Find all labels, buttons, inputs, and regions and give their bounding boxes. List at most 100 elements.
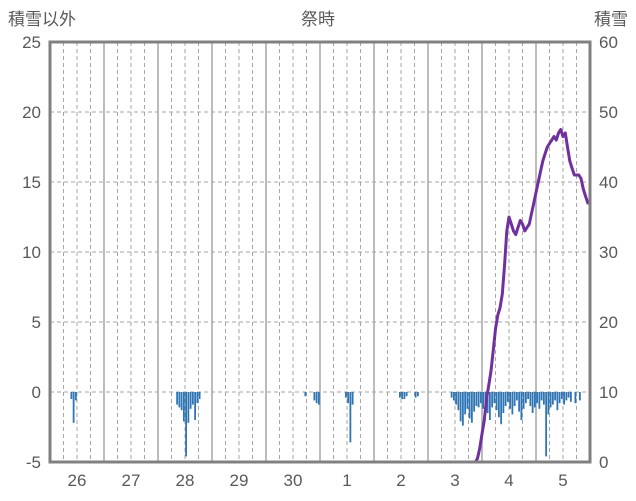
precip-bar	[457, 392, 460, 411]
precip-bar	[196, 392, 199, 404]
y-right-tick-label: 50	[599, 103, 618, 122]
x-tick-label: 28	[176, 471, 195, 490]
precip-bar	[405, 392, 408, 397]
precip-bar	[547, 392, 550, 415]
precip-bar	[533, 392, 536, 408]
precip-bar	[185, 392, 188, 457]
precip-bar	[522, 392, 525, 409]
precip-bar	[563, 392, 566, 405]
precip-bar	[72, 392, 75, 423]
precip-bar	[515, 392, 518, 401]
x-tick-label: 5	[558, 471, 567, 490]
precip-bar	[473, 392, 476, 412]
y-left-tick-label: -5	[26, 453, 41, 472]
precip-bar	[464, 392, 467, 415]
precip-bar	[194, 392, 197, 420]
x-tick-label: 4	[504, 471, 513, 490]
precip-bar	[491, 392, 494, 408]
y-left-tick-label: 0	[32, 383, 41, 402]
precip-bar	[538, 392, 541, 409]
precip-bar	[524, 392, 527, 404]
y-left-tick-label: 5	[32, 313, 41, 332]
precip-bar	[506, 392, 509, 402]
precip-bar	[509, 392, 512, 409]
y-left-tick-label: 15	[22, 173, 41, 192]
snow-depth-line	[48, 128, 590, 464]
precip-bar	[450, 392, 453, 398]
precip-bar	[560, 392, 563, 399]
precip-bar	[466, 392, 469, 409]
precip-bar	[178, 392, 181, 408]
left-axis-title: 積雪以外	[8, 10, 76, 29]
precip-bar	[477, 392, 480, 408]
y-right-tick-label: 0	[599, 453, 608, 472]
precip-bar	[558, 392, 561, 404]
precip-bar	[549, 392, 552, 408]
precip-bar	[347, 392, 350, 404]
precip-bar	[529, 392, 532, 406]
precip-bar	[513, 392, 516, 406]
precip-bar	[488, 392, 491, 420]
precip-bar	[315, 392, 318, 404]
x-tick-labels: 26 27 28 29 30 1 2 3 4 5	[68, 471, 568, 490]
precip-bar	[461, 392, 464, 426]
precip-bar	[313, 392, 316, 401]
precip-bar	[495, 392, 498, 411]
precip-bar	[191, 392, 194, 405]
precip-bar	[502, 392, 505, 413]
precip-bar	[556, 392, 559, 411]
precip-bar	[500, 392, 503, 425]
precip-bar	[497, 392, 500, 418]
precip-bar	[416, 392, 419, 397]
x-tick-label: 30	[284, 471, 303, 490]
x-tick-label: 3	[450, 471, 459, 490]
y-left-tick-label: 25	[22, 33, 41, 52]
precip-bar	[567, 392, 570, 398]
y-left-tick-label: 10	[22, 243, 41, 262]
y-right-tick-label: 20	[599, 313, 618, 332]
precip-bar	[479, 392, 482, 404]
precip-bar	[459, 392, 462, 422]
precipitation-bars	[70, 392, 581, 457]
y-left-tick-label: 20	[22, 103, 41, 122]
chart-title: 祭時	[301, 10, 335, 29]
precip-bar	[520, 392, 523, 420]
y-right-tick-label: 60	[599, 33, 618, 52]
precip-bar	[540, 392, 543, 401]
precip-bar	[414, 392, 417, 398]
precip-bar	[452, 392, 455, 401]
x-tick-label: 26	[68, 471, 87, 490]
precip-bar	[475, 392, 478, 406]
precip-bar	[349, 392, 352, 443]
x-tick-label: 1	[342, 471, 351, 490]
precip-bar	[542, 392, 545, 405]
precip-bar	[74, 392, 77, 401]
precip-bar	[455, 392, 458, 405]
precip-bar	[531, 392, 534, 413]
precip-bar	[574, 392, 577, 404]
precip-bar	[468, 392, 471, 419]
precip-bar	[504, 392, 507, 406]
right-axis-title: 積雪	[594, 10, 628, 29]
y-right-tick-labels: 0 10 20 30 40 50 60	[599, 33, 618, 472]
precip-bar	[187, 392, 190, 423]
x-tick-label: 27	[122, 471, 141, 490]
precip-bar	[344, 392, 347, 398]
x-tick-label: 29	[230, 471, 249, 490]
precip-bar	[569, 392, 572, 402]
precip-bar	[493, 392, 496, 404]
x-tick-label: 2	[396, 471, 405, 490]
precip-bar	[198, 392, 201, 399]
precip-bar	[182, 392, 185, 422]
precip-bar	[304, 392, 307, 397]
precip-bar	[470, 392, 473, 423]
precip-bar	[518, 392, 521, 412]
precip-bar	[180, 392, 183, 411]
precip-bar	[551, 392, 554, 405]
precip-bar	[545, 392, 548, 457]
precip-bar	[401, 392, 404, 399]
precip-bar	[511, 392, 514, 415]
precip-bar	[317, 392, 320, 405]
